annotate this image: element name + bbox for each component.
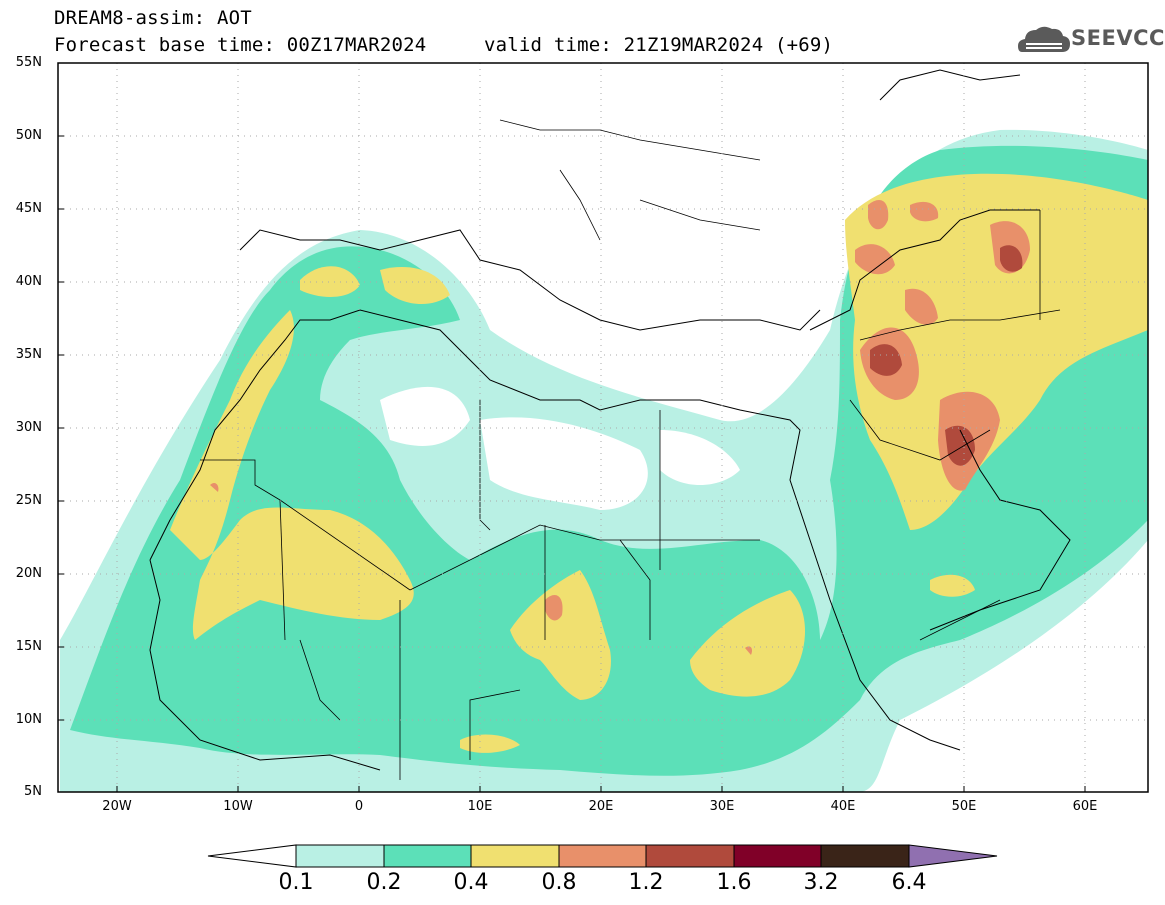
colorbar-swatch-6: [733, 844, 822, 868]
colorbar-label: 1.2: [628, 870, 664, 895]
lon-label: 20W: [102, 799, 132, 814]
lat-label: 15N: [15, 639, 42, 654]
aot-field: [60, 129, 1148, 792]
axis-ticks: [58, 135, 1086, 792]
lat-label: 50N: [15, 128, 42, 143]
colorbar-label: 0.2: [366, 870, 402, 895]
lat-label: 5N: [24, 784, 42, 799]
colorbar-label: 0.8: [541, 870, 577, 895]
aot-band-0.4: [170, 173, 1148, 753]
colorbar-swatch-2: [383, 844, 472, 868]
colorbar-swatch-3: [470, 844, 560, 868]
colorbar-swatch-4: [558, 844, 647, 868]
lon-label: 10E: [467, 799, 493, 814]
lon-label: 50E: [951, 799, 977, 814]
logo-text: SEEVCCC: [1071, 26, 1165, 50]
colorbar-swatch-5: [645, 844, 735, 868]
lon-label: 60E: [1072, 799, 1098, 814]
lat-label: 20N: [15, 566, 42, 581]
lon-label: 10W: [223, 799, 253, 814]
colorbar-lower-arrow: [207, 844, 297, 868]
colorbar-swatch-1: [295, 844, 385, 868]
cloud-icon: [1018, 26, 1070, 52]
colorbar-label: 0.1: [278, 870, 314, 895]
colorbar-upper-arrow: [908, 844, 998, 868]
valid-time: valid time: 21Z19MAR2024 (+69): [484, 34, 834, 56]
lat-label: 40N: [15, 274, 42, 289]
colorbar: [207, 844, 998, 868]
lon-label: 40E: [830, 799, 856, 814]
coastlines: [149, 69, 1071, 771]
colorbar-label: 6.4: [891, 870, 927, 895]
lat-label: 30N: [15, 420, 42, 435]
lon-label: 0: [354, 799, 364, 814]
colorbar-label: 3.2: [803, 870, 839, 895]
colorbar-label: 0.4: [453, 870, 489, 895]
lat-label: 25N: [15, 493, 42, 508]
chart-title: DREAM8-assim: AOT: [54, 7, 252, 29]
lat-label: 45N: [15, 201, 42, 216]
colorbar-label: 1.6: [716, 870, 752, 895]
lat-label: 35N: [15, 347, 42, 362]
colorbar-swatch-7: [820, 844, 910, 868]
aot-band-1.2: [870, 245, 1023, 466]
lon-label: 30E: [709, 799, 735, 814]
lat-label: 55N: [15, 55, 42, 70]
lon-label: 20E: [588, 799, 614, 814]
lat-label: 10N: [15, 712, 42, 727]
forecast-base-time: Forecast base time: 00Z17MAR2024: [54, 34, 427, 56]
